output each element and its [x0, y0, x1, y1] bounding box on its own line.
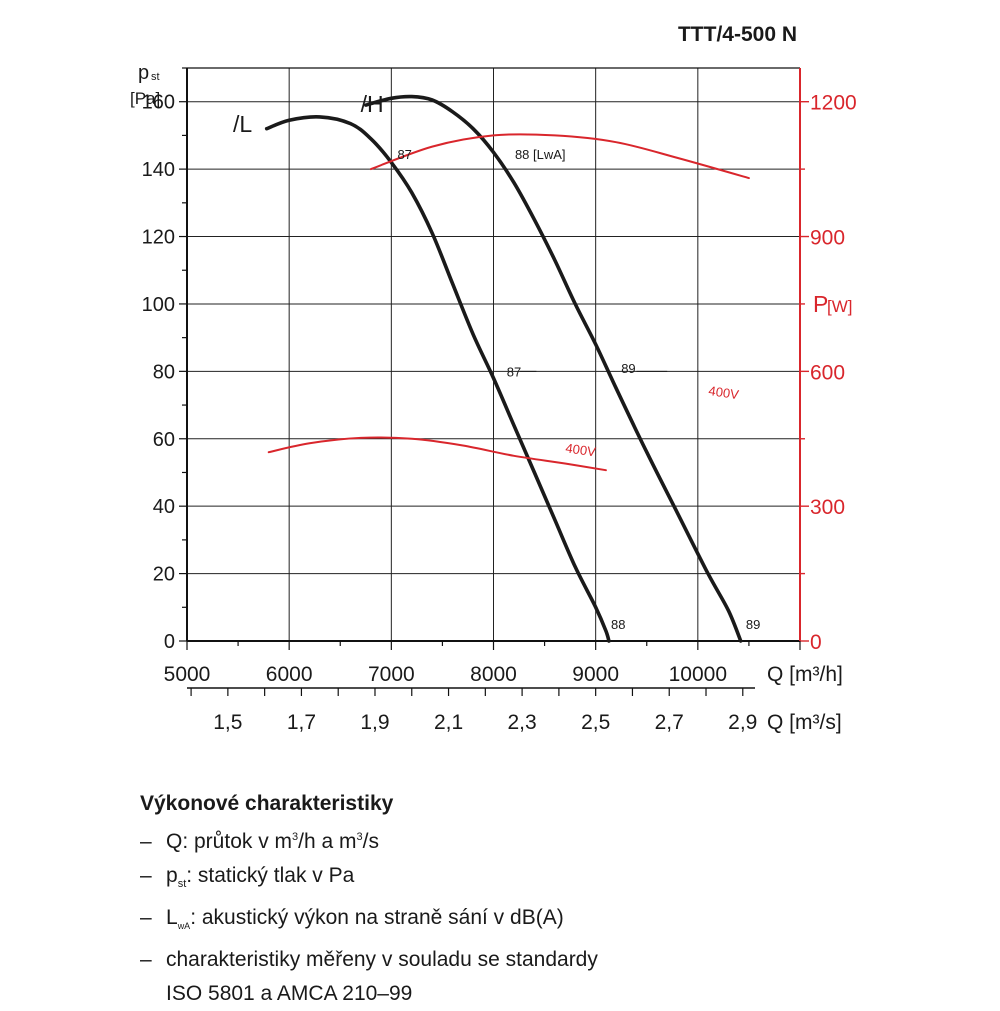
- power-curve-400v-2: [369, 133, 750, 180]
- y-left-tick-label: 140: [142, 159, 175, 181]
- chart-grid: [187, 68, 800, 641]
- curve-label: /L: [233, 111, 252, 137]
- x-secondary-tick-label: 2,5: [581, 711, 610, 734]
- x-secondary-tick-label: 1,5: [213, 711, 242, 734]
- x-secondary-tick-label: 2,9: [728, 711, 757, 734]
- x-secondary-axis-label: Q [m³/s]: [767, 711, 842, 734]
- performance-chart: 0 20 40 60 80 100 120 140 160 p st [Pa] 0 300 600 900 12…: [130, 23, 857, 734]
- chart-title: TTT/4-500 N: [678, 23, 797, 46]
- y-right-tick-label: 300: [810, 496, 845, 519]
- description-block: Výkonové charakteristiky – Q: průtok v m3…: [140, 792, 940, 1011]
- sound-level-label: 88 [LwA]: [515, 147, 566, 162]
- x-secondary-tick-label: 2,1: [434, 711, 463, 734]
- y-right-axis-unit: [W]: [827, 297, 853, 316]
- sound-level-label: 87: [507, 364, 521, 379]
- voltage-label: 400V: [565, 440, 597, 459]
- pressure-curve-h: [364, 94, 743, 643]
- voltage-label: 400V: [708, 383, 740, 402]
- y-left-tick-label: 80: [153, 361, 175, 383]
- x-secondary-tick-label: 2,7: [655, 711, 684, 734]
- y-right-tick-label: 900: [810, 227, 845, 250]
- sound-level-label: 88: [611, 617, 625, 632]
- y-right-tick-label: 1200: [810, 92, 857, 115]
- description-item-q: – Q: průtok v m3/h a m3/s: [140, 830, 379, 853]
- chart-axes: [179, 67, 809, 696]
- y-left-tick-label: 40: [153, 496, 175, 518]
- y-left-axis-label: p: [138, 62, 149, 84]
- sound-level-label: 87: [397, 147, 411, 162]
- x-primary-tick-label: 9000: [572, 663, 619, 686]
- description-standards-continuation: ISO 5801 a AMCA 210–99: [166, 982, 413, 1006]
- y-left-tick-label: 20: [153, 564, 175, 586]
- y-left-axis-label-sub: st: [151, 71, 160, 83]
- x-secondary-tick-label: 1,7: [287, 711, 316, 734]
- curve-label: /H: [361, 91, 384, 117]
- description-item-standards: – charakteristiky měřeny v souladu se sta…: [140, 948, 598, 972]
- y-right-axis-label: P: [813, 291, 828, 317]
- chart-series: [264, 94, 750, 643]
- sound-level-label: 89: [746, 617, 760, 632]
- y-left-tick-label: 60: [153, 429, 175, 451]
- chart-labels: 0 20 40 60 80 100 120 140 160 p st [Pa] 0 300 600 900 12…: [130, 23, 857, 734]
- y-right-tick-label: 0: [810, 631, 822, 654]
- x-primary-axis-label: Q [m³/h]: [767, 663, 843, 686]
- x-primary-tick-label: 7000: [368, 663, 415, 686]
- y-left-tick-label: 120: [142, 227, 175, 249]
- x-primary-tick-label: 8000: [470, 663, 517, 686]
- x-primary-tick-label: 10000: [669, 663, 727, 686]
- y-left-tick-label: 100: [142, 294, 175, 316]
- y-left-tick-label: 160: [142, 92, 175, 114]
- x-primary-tick-label: 6000: [266, 663, 313, 686]
- description-item-lwa: – LwA: akustický výkon na straně sání v d…: [140, 906, 564, 932]
- description-title: Výkonové charakteristiky: [140, 792, 394, 815]
- pressure-curve-l: [264, 114, 611, 643]
- y-left-axis-unit: [Pa]: [130, 89, 160, 108]
- description-item-pst: – pst: statický tlak v Pa: [140, 864, 355, 891]
- power-curve-400v-1: [267, 436, 607, 472]
- x-secondary-tick-label: 2,3: [508, 711, 537, 734]
- sound-level-label: 89: [621, 361, 635, 376]
- y-left-tick-label: 0: [164, 631, 175, 653]
- y-right-tick-label: 600: [810, 361, 845, 384]
- x-primary-tick-label: 5000: [164, 663, 211, 686]
- x-secondary-tick-label: 1,9: [360, 711, 389, 734]
